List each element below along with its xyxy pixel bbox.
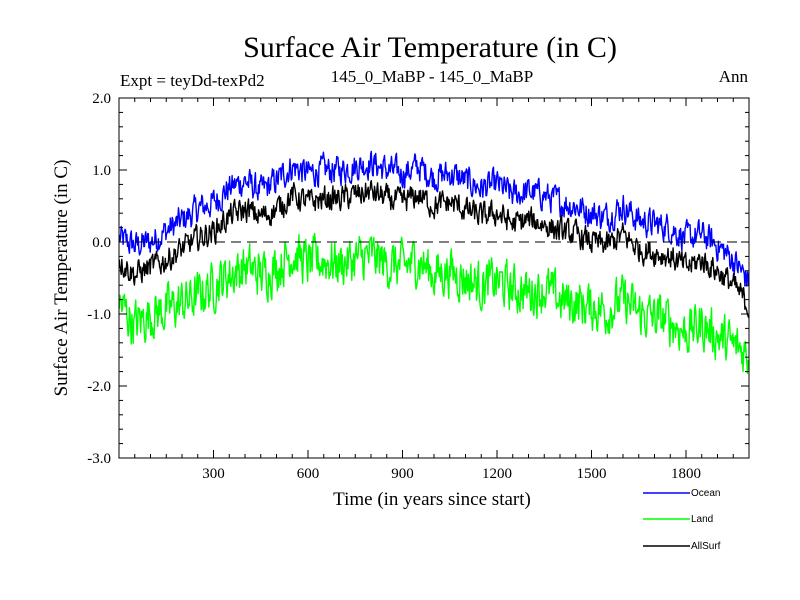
y-axis-label: Surface Air Temperature (in C) — [51, 160, 72, 397]
y-tick-label: -2.0 — [87, 379, 111, 395]
y-tick-label: -3.0 — [87, 451, 111, 467]
legend-label-ocean: Ocean — [691, 488, 720, 499]
legend-label-land: Land — [691, 514, 713, 525]
series-line-land — [118, 232, 750, 375]
x-tick-label: 1800 — [671, 466, 701, 482]
axis-ticks-group: 300 600 900 1200 1500 1800 -3.0 -2.0 -1.0 0.0 1.0 2… — [87, 91, 749, 482]
comparison-label: 145_0_MaBP - 145_0_MaBP — [331, 67, 533, 86]
x-axis-label: Time (in years since start) — [333, 489, 531, 510]
x-tick-label: 600 — [297, 466, 320, 482]
legend: Ocean Land AllSurf — [643, 488, 721, 552]
y-tick-label: 2.0 — [92, 91, 111, 107]
x-tick-label: 1500 — [577, 466, 607, 482]
season-label: Ann — [719, 67, 749, 86]
x-tick-label: 1200 — [482, 466, 512, 482]
y-tick-label: 1.0 — [92, 163, 111, 179]
plot-frame — [118, 97, 750, 459]
y-tick-label: 0.0 — [92, 235, 111, 251]
series-line-ocean — [118, 150, 750, 287]
chart-title: Surface Air Temperature (in C) — [243, 31, 617, 64]
experiment-label: Expt = teyDd-texPd2 — [120, 71, 265, 90]
plot-series-group — [118, 150, 750, 375]
series-line-allsurf — [118, 179, 750, 319]
x-tick-label: 300 — [202, 466, 225, 482]
x-tick-label: 900 — [391, 466, 414, 482]
y-tick-label: -1.0 — [87, 307, 111, 323]
legend-label-allsurf: AllSurf — [691, 541, 721, 552]
